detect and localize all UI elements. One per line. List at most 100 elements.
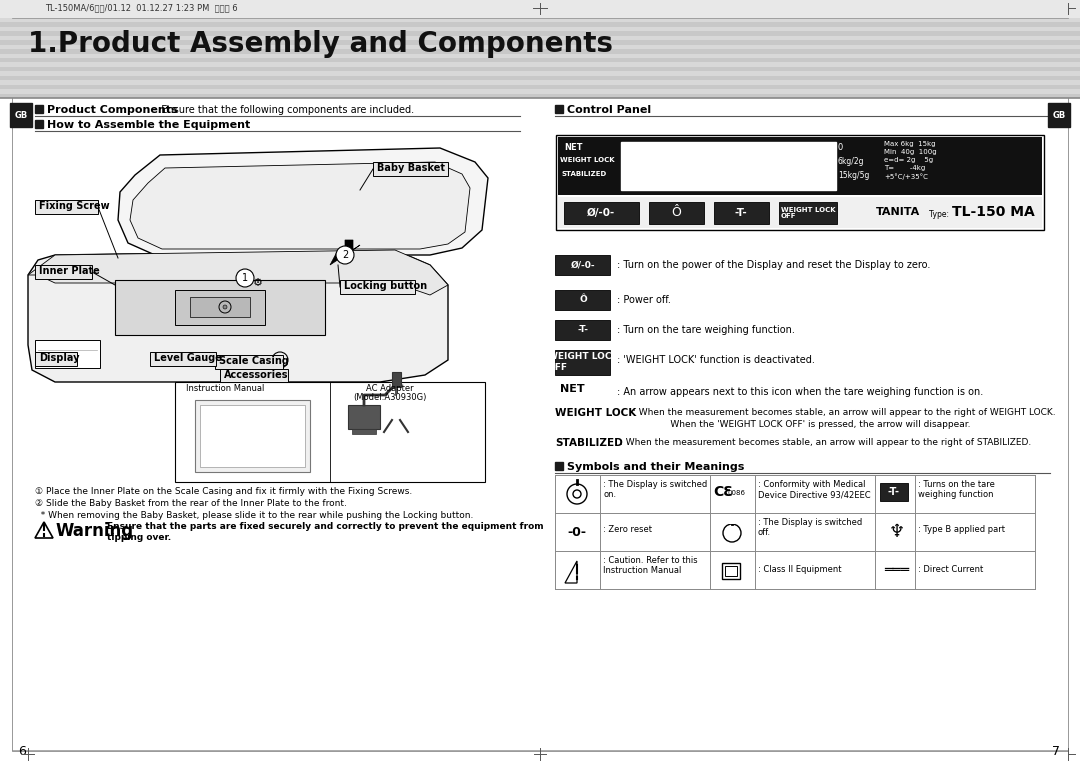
Bar bbox=[0, 53, 1080, 59]
Bar bbox=[114, 280, 325, 335]
Text: : Turn on the tare weighing function.: : Turn on the tare weighing function. bbox=[617, 325, 795, 335]
Bar bbox=[35, 120, 43, 128]
Bar bbox=[10, 103, 32, 127]
Text: WEIGHT LOCK: WEIGHT LOCK bbox=[555, 408, 636, 418]
Text: WEIGHT LOCK: WEIGHT LOCK bbox=[561, 157, 615, 163]
Text: -T-: -T- bbox=[734, 208, 747, 218]
Text: +5°C/+35°C: +5°C/+35°C bbox=[885, 173, 928, 180]
Text: -T-: -T- bbox=[888, 487, 900, 497]
Text: : Class II Equipment: : Class II Equipment bbox=[758, 565, 841, 574]
Text: STABILIZED: STABILIZED bbox=[561, 171, 606, 177]
Bar bbox=[555, 105, 563, 113]
Text: Display: Display bbox=[39, 353, 80, 363]
Text: -T-: -T- bbox=[578, 326, 589, 334]
Text: 6kg/2g: 6kg/2g bbox=[838, 157, 864, 166]
Bar bbox=[555, 350, 610, 375]
Circle shape bbox=[222, 305, 227, 309]
Bar bbox=[558, 137, 1042, 195]
Text: e=d= 2g    5g: e=d= 2g 5g bbox=[885, 157, 933, 163]
Text: tipping over.: tipping over. bbox=[107, 533, 171, 542]
Text: Warning: Warning bbox=[55, 522, 133, 540]
Bar bbox=[555, 290, 610, 310]
Text: Ensure that the parts are fixed securely and correctly to prevent the equipment : Ensure that the parts are fixed securely… bbox=[107, 522, 543, 531]
Bar bbox=[340, 280, 415, 294]
Text: T=       -4kg: T= -4kg bbox=[885, 165, 926, 171]
Text: Min  40g  100g: Min 40g 100g bbox=[885, 149, 936, 155]
Text: Product Components: Product Components bbox=[48, 105, 177, 115]
Text: 0: 0 bbox=[838, 143, 843, 152]
Circle shape bbox=[237, 269, 254, 287]
Bar bbox=[352, 429, 376, 434]
Bar bbox=[0, 0, 1080, 18]
Text: When the 'WEIGHT LOCK OFF' is pressed, the arrow will disappear.: When the 'WEIGHT LOCK OFF' is pressed, t… bbox=[633, 420, 971, 429]
Text: Ø/-0-: Ø/-0- bbox=[570, 260, 595, 269]
Text: : When the measurement becomes stable, an arrow will appear to the right of WEIG: : When the measurement becomes stable, a… bbox=[633, 408, 1055, 417]
Text: 0086: 0086 bbox=[728, 490, 746, 496]
Bar bbox=[0, 22, 1080, 27]
Text: TANITA: TANITA bbox=[876, 207, 920, 217]
Bar bbox=[195, 400, 310, 472]
Bar bbox=[35, 200, 98, 214]
Text: 1.Product Assembly and Components: 1.Product Assembly and Components bbox=[28, 30, 613, 58]
Text: ② Slide the Baby Basket from the rear of the Inner Plate to the front.: ② Slide the Baby Basket from the rear of… bbox=[35, 499, 347, 508]
Polygon shape bbox=[118, 148, 488, 255]
Text: : An arrow appears next to this icon when the tare weighing function is on.: : An arrow appears next to this icon whe… bbox=[617, 387, 983, 397]
Polygon shape bbox=[330, 240, 360, 265]
Bar bbox=[220, 369, 288, 382]
Bar bbox=[35, 352, 77, 366]
Text: * When removing the Baby Basket, please slide it to the rear while pushing the L: * When removing the Baby Basket, please … bbox=[35, 511, 473, 520]
Bar bbox=[0, 58, 1080, 63]
Text: GB: GB bbox=[1052, 111, 1066, 120]
Text: Max 6kg  15kg: Max 6kg 15kg bbox=[885, 141, 935, 147]
Text: AC Adapter: AC Adapter bbox=[366, 384, 414, 393]
Text: Ô: Ô bbox=[671, 207, 680, 220]
Text: Level Gauge: Level Gauge bbox=[154, 353, 221, 363]
Text: (Model:A30930G): (Model:A30930G) bbox=[353, 393, 427, 402]
Text: : Direct Current: : Direct Current bbox=[918, 565, 983, 574]
Bar bbox=[564, 202, 639, 224]
Bar bbox=[556, 135, 1044, 230]
Polygon shape bbox=[130, 162, 470, 249]
Text: Instruction Manual: Instruction Manual bbox=[186, 384, 265, 393]
Text: : When the measurement becomes stable, an arrow will appear to the right of STAB: : When the measurement becomes stable, a… bbox=[620, 438, 1031, 447]
Bar bbox=[649, 202, 704, 224]
Bar bbox=[35, 265, 92, 279]
Text: : 'WEIGHT LOCK' function is deactivated.: : 'WEIGHT LOCK' function is deactivated. bbox=[617, 355, 815, 365]
Bar bbox=[175, 290, 265, 325]
Text: : Turn on the power of the Display and reset the Display to zero.: : Turn on the power of the Display and r… bbox=[617, 260, 930, 270]
Text: : Zero reset: : Zero reset bbox=[603, 525, 652, 534]
Text: : Power off.: : Power off. bbox=[617, 295, 671, 305]
Bar bbox=[0, 80, 1080, 85]
Text: : Caution. Refer to this
Instruction Manual: : Caution. Refer to this Instruction Man… bbox=[603, 556, 698, 575]
Bar bbox=[215, 355, 283, 369]
Bar bbox=[0, 31, 1080, 37]
Text: Scale Casing: Scale Casing bbox=[219, 356, 288, 366]
Text: Control Panel: Control Panel bbox=[567, 105, 651, 115]
Bar bbox=[0, 18, 1080, 23]
Text: Ô: Ô bbox=[579, 295, 586, 304]
Text: ═══: ═══ bbox=[885, 563, 909, 577]
Bar bbox=[729, 519, 735, 524]
Bar bbox=[35, 340, 100, 368]
Text: Inner Plate: Inner Plate bbox=[39, 266, 99, 276]
Text: 1: 1 bbox=[242, 273, 248, 283]
Text: Baby Basket: Baby Basket bbox=[377, 163, 445, 173]
Bar bbox=[0, 89, 1080, 94]
Bar bbox=[190, 297, 249, 317]
Text: GB: GB bbox=[14, 111, 28, 120]
Bar bbox=[555, 462, 563, 470]
Text: : The Display is switched
on.: : The Display is switched on. bbox=[603, 480, 707, 500]
Bar bbox=[880, 483, 908, 501]
Circle shape bbox=[276, 357, 283, 363]
Bar bbox=[621, 142, 836, 190]
Bar bbox=[0, 94, 1080, 98]
Text: 15kg/5g: 15kg/5g bbox=[838, 171, 869, 180]
Text: Ensure that the following components are included.: Ensure that the following components are… bbox=[156, 105, 414, 115]
Text: : Conformity with Medical
Device Directive 93/42EEC: : Conformity with Medical Device Directi… bbox=[758, 480, 870, 500]
Text: Locking button: Locking button bbox=[345, 281, 427, 291]
Text: : Turns on the tare
weighing function: : Turns on the tare weighing function bbox=[918, 480, 995, 500]
Bar bbox=[0, 36, 1080, 40]
Polygon shape bbox=[28, 250, 448, 382]
Bar bbox=[175, 382, 485, 482]
Bar bbox=[1048, 103, 1070, 127]
